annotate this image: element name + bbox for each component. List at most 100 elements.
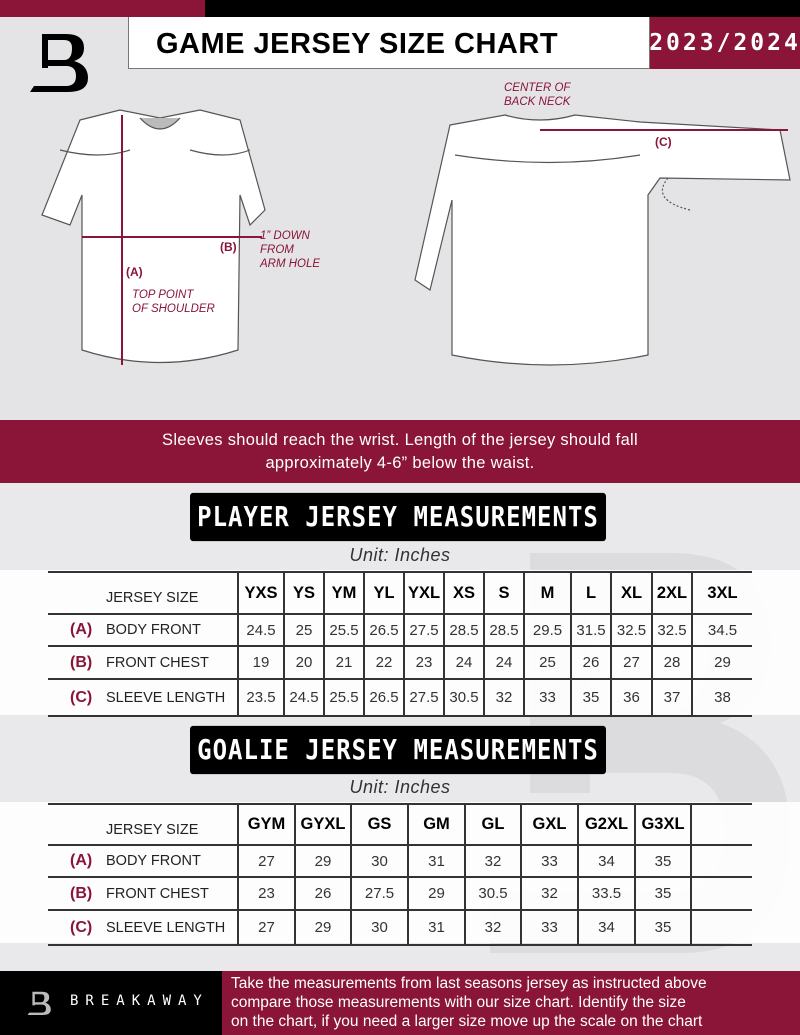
goalie-section-title: GOALIE JERSEY MEASUREMENTS (190, 725, 606, 775)
table-row: (A) BODY FRONT 27 29 30 31 32 33 34 35 (48, 844, 752, 878)
table-cell: 36 (610, 678, 652, 717)
measurement-name: FRONT CHEST (106, 654, 209, 671)
note-line: CENTER OF (504, 82, 571, 94)
table-cell: 27.5 (403, 678, 444, 717)
jersey-size-header: JERSEY SIZE (48, 803, 238, 846)
top-bar-accent (0, 0, 205, 17)
size-column-header: YM (323, 571, 364, 615)
jersey-size-header: JERSEY SIZE (48, 571, 238, 615)
measurement-letter: (B) (70, 884, 93, 902)
measurement-name: FRONT CHEST (106, 885, 209, 902)
table-cell: 23 (237, 876, 295, 911)
goalie-unit: Unit: Inches (349, 777, 451, 797)
size-column-header: YL (363, 571, 404, 615)
size-column-header: G2XL (577, 803, 635, 846)
table-cell: 25.5 (323, 678, 364, 717)
table-row: (C) SLEEVE LENGTH 27 29 30 31 32 33 34 35 (48, 909, 752, 946)
table-cell: 25 (523, 645, 571, 680)
measurement-label: (B) FRONT CHEST (48, 645, 238, 680)
measurement-name: SLEEVE LENGTH (106, 689, 226, 706)
size-column-header: GXL (520, 803, 578, 846)
label-c: (C) (655, 135, 672, 149)
note-line: ARM HOLE (260, 258, 321, 270)
size-column-header: XL (610, 571, 652, 615)
table-cell: 31 (407, 844, 465, 878)
size-column-header: G3XL (634, 803, 691, 846)
measurement-name: BODY FRONT (106, 622, 201, 638)
band-line: approximately 4-6” below the waist. (265, 454, 535, 472)
size-column-header: YS (283, 571, 324, 615)
measurement-label: (B) FRONT CHEST (48, 876, 238, 911)
table-cell: 27 (610, 645, 652, 680)
table-cell: 24.5 (237, 613, 284, 647)
measurement-letter: (A) (70, 852, 93, 869)
size-column-header: GL (464, 803, 521, 846)
table-cell: 29 (294, 844, 351, 878)
table-cell: 35 (570, 678, 611, 717)
table-cell: 32.5 (651, 613, 692, 647)
table-row: (B) FRONT CHEST 23 26 27.5 29 30.5 32 33.5 35 (48, 876, 752, 911)
table-cell: 23 (403, 645, 444, 680)
table-cell: 28 (651, 645, 692, 680)
table-cell: 35 (634, 876, 691, 911)
size-column-header: M (523, 571, 571, 615)
note-top-shoulder: TOP POINT OF SHOULDER (132, 288, 215, 316)
size-column-header: YXL (403, 571, 444, 615)
back-jersey (414, 114, 791, 366)
size-column-header: YXS (237, 571, 284, 615)
table-cell: 25 (283, 613, 324, 647)
table-cell: 28.5 (483, 613, 524, 647)
player-unit: Unit: Inches (349, 545, 451, 565)
jersey-diagram (41, 109, 791, 366)
instruction-band: Sleeves should reach the wrist. Length o… (0, 420, 800, 483)
measurement-letter: (B) (70, 653, 93, 671)
table-cell: 26 (570, 645, 611, 680)
size-column-header: GS (350, 803, 408, 846)
table-cell: 29 (691, 645, 752, 680)
measurement-letter: (C) (70, 688, 93, 706)
table-cell: 32 (464, 909, 521, 946)
label-b: (B) (220, 240, 237, 254)
player-section-title: PLAYER JERSEY MEASUREMENTS (190, 492, 606, 542)
table-cell: 35 (634, 909, 691, 946)
footer-instructions: Take the measurements from last seasons … (222, 971, 800, 1035)
table-cell: 32.5 (610, 613, 652, 647)
note-line: FROM (260, 244, 294, 256)
table-cell: 24 (443, 645, 484, 680)
table-cell: 27.5 (403, 613, 444, 647)
table-cell: 20 (283, 645, 324, 680)
table-cell (690, 909, 752, 946)
table-cell (690, 876, 752, 911)
table-cell: 33 (520, 909, 578, 946)
table-cell: 31.5 (570, 613, 611, 647)
size-column-header: 3XL (691, 571, 752, 615)
band-line: Sleeves should reach the wrist. Length o… (162, 431, 638, 449)
table-cell: 34 (577, 844, 635, 878)
brand-name: BREAKAWAY (70, 993, 209, 1009)
table-cell: 34.5 (691, 613, 752, 647)
table-cell: 30.5 (443, 678, 484, 717)
size-column-header: L (570, 571, 611, 615)
measurement-label: (A) BODY FRONT (48, 613, 238, 647)
size-column-header: S (483, 571, 524, 615)
table-cell: 29.5 (523, 613, 571, 647)
table-cell: 26.5 (363, 613, 404, 647)
table-cell: 37 (651, 678, 692, 717)
season-badge: 2023/2024 (649, 17, 800, 69)
table-cell: 24.5 (283, 678, 324, 717)
size-column-header: 2XL (651, 571, 692, 615)
table-cell: 27 (237, 844, 295, 878)
table-cell (690, 844, 752, 878)
footer-line: Take the measurements from last seasons … (231, 975, 707, 992)
size-column-header: GYXL (294, 803, 351, 846)
table-cell: 29 (294, 909, 351, 946)
goalie-size-table: JERSEY SIZE GYM GYXL GS GM GL GXL G2XL G3XL (A) BO… (48, 803, 752, 946)
table-cell: 32 (464, 844, 521, 878)
table-cell: 28.5 (443, 613, 484, 647)
table-cell: 22 (363, 645, 404, 680)
table-cell: 24 (483, 645, 524, 680)
table-cell: 33 (523, 678, 571, 717)
table-header-row: JERSEY SIZE YXS YS YM YL YXL XS S M L XL 2XL 3XL (48, 571, 752, 615)
table-cell: 32 (520, 876, 578, 911)
note-center-back-neck: CENTER OF BACK NECK (504, 81, 570, 109)
